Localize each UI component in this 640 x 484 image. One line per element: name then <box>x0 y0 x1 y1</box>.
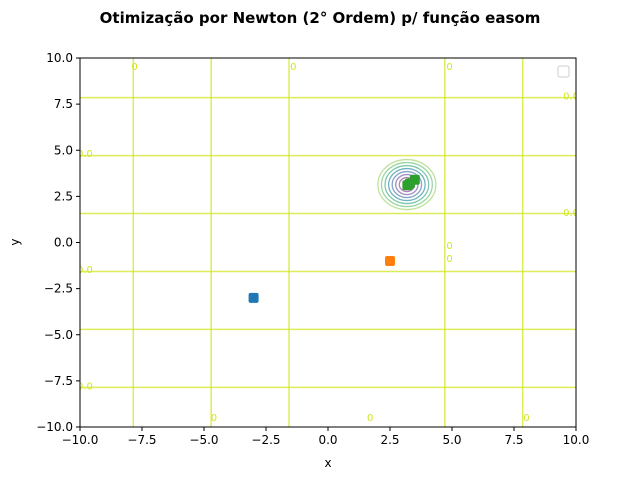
contour-label: 0.0 <box>563 208 579 219</box>
contour-label: 0 <box>523 413 529 424</box>
x-axis: −10.0 −7.5 −5.0 −2.5 0.0 2.5 5.0 7.5 10.0 <box>62 427 590 447</box>
contour-ring <box>384 164 430 205</box>
y-tick-label: −7.5 <box>44 374 73 388</box>
series-2-marker <box>402 180 413 191</box>
contour-label: 0 <box>446 254 452 265</box>
x-tick-label: 2.5 <box>380 433 399 447</box>
plot-area: 0 0 0 0.0 0.0 0.0 0 0 0.0 0.0 0 0 0 <box>77 58 579 427</box>
contour-label: 0 <box>446 62 452 73</box>
contour-label: 0 <box>367 413 373 424</box>
y-tick-label: 7.5 <box>54 97 73 111</box>
x-tick-label: −7.5 <box>127 433 156 447</box>
plot-frame <box>79 57 577 428</box>
contour-label: 0.0 <box>77 149 93 160</box>
y-tick-label: 2.5 <box>54 189 73 203</box>
contour-ring <box>380 161 433 208</box>
contour-ring <box>391 170 423 199</box>
x-tick-label: 0.0 <box>318 433 337 447</box>
y-axis-label: y <box>8 238 22 245</box>
contour-label: 0.0 <box>563 92 579 103</box>
y-tick-label: −10.0 <box>36 420 73 434</box>
y-tick-label: 10.0 <box>46 51 73 65</box>
contour-label: 0 <box>211 413 217 424</box>
y-axis: −10.0 −7.5 −5.0 −2.5 0.0 2.5 5.0 7.5 10.0 <box>36 51 80 434</box>
x-axis-label: x <box>324 456 331 470</box>
legend-box <box>557 65 570 78</box>
x-tick-label: −2.5 <box>251 433 280 447</box>
y-tick-label: −2.5 <box>44 282 73 296</box>
x-tick-label: −5.0 <box>189 433 218 447</box>
x-tick-label: −10.0 <box>62 433 99 447</box>
contour-ring <box>387 167 426 202</box>
contour-label: 0.0 <box>77 381 93 392</box>
y-tick-label: 5.0 <box>54 143 73 157</box>
x-tick-label: 10.0 <box>563 433 590 447</box>
y-tick-label: 0.0 <box>54 236 73 250</box>
x-tick-label: 7.5 <box>504 433 523 447</box>
x-tick-label: 5.0 <box>442 433 461 447</box>
contour-label: 0 <box>131 62 137 73</box>
contour-ring <box>377 158 437 211</box>
y-tick-label: −5.0 <box>44 328 73 342</box>
chart-title: Otimização por Newton (2° Ordem) p/ funç… <box>100 9 541 27</box>
series-0-marker <box>248 292 259 303</box>
markers-layer <box>248 174 420 303</box>
series-1-marker <box>385 255 395 266</box>
contour-label: 0 <box>290 62 296 73</box>
contour-label: 0.0 <box>77 265 93 276</box>
contour-layer: 0 0 0 0.0 0.0 0.0 0 0 0.0 0.0 0 0 0 <box>77 58 579 427</box>
contour-label: 0 <box>446 241 452 252</box>
